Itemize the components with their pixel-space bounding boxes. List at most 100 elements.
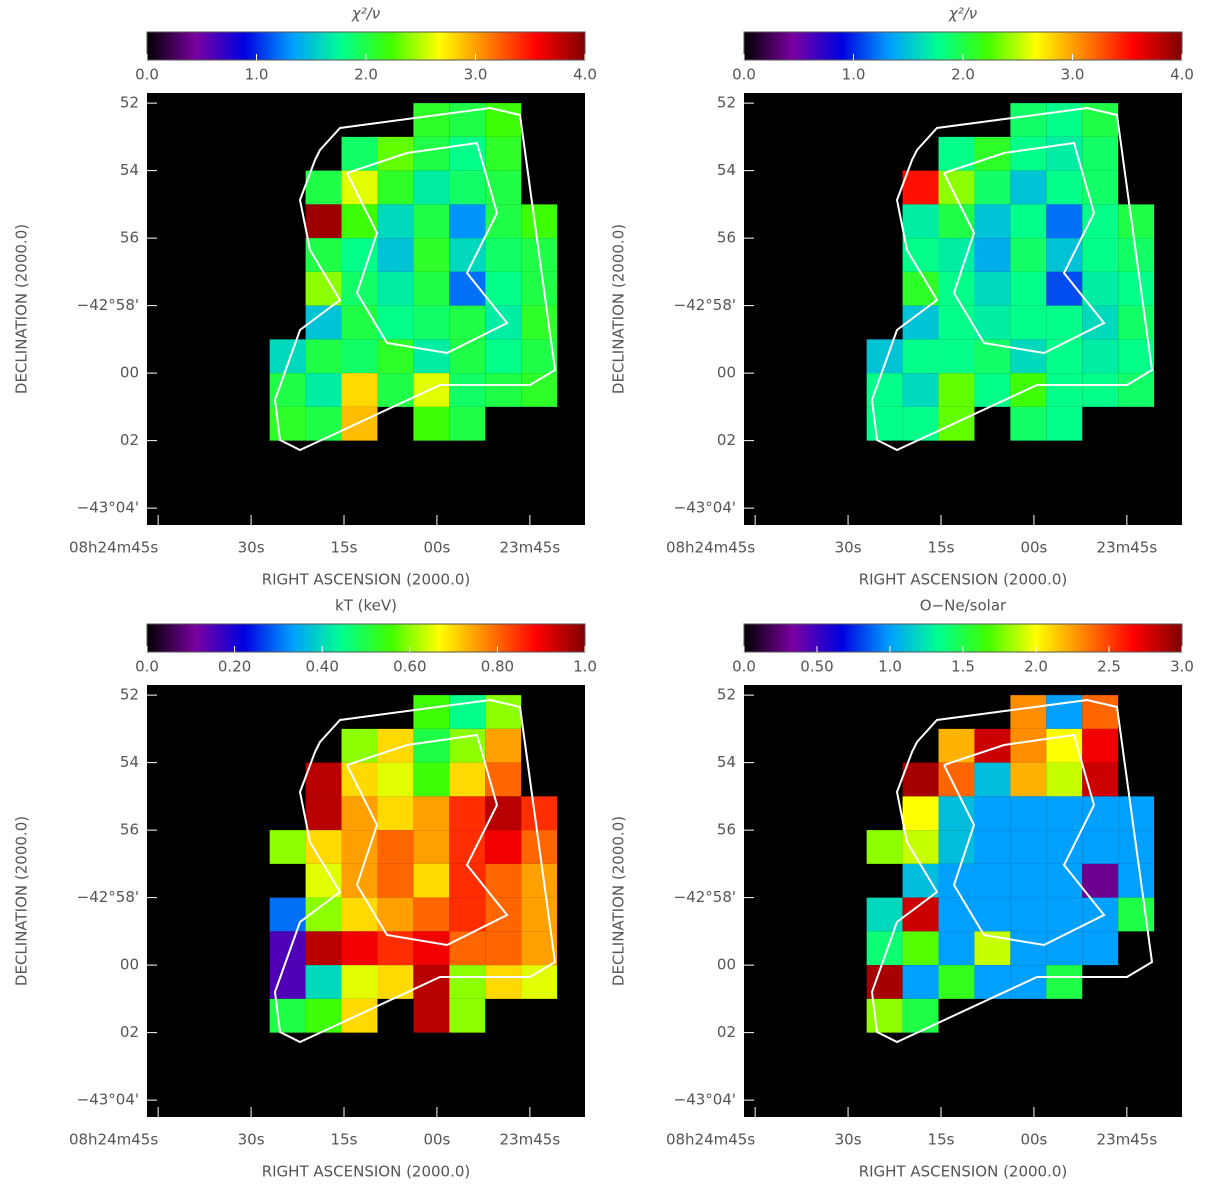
- y-tick-label: 52: [717, 686, 736, 704]
- y-tick-label: 52: [120, 94, 139, 112]
- map-cell: [866, 897, 903, 932]
- map-cell: [1010, 339, 1047, 374]
- map-cell: [1046, 204, 1083, 239]
- map-cell: [1082, 204, 1119, 239]
- map-cell: [341, 271, 378, 306]
- map-cell: [521, 271, 558, 306]
- map-cell: [269, 931, 306, 966]
- map-cell: [902, 238, 939, 272]
- map-cell: [485, 305, 522, 340]
- panel: kT (keV) 0.0 0.20 0.40 0.60 0.80 1.0 52 54 56 −42°…: [13, 597, 597, 1181]
- colorbar-tick-label: 2.0: [1024, 658, 1048, 676]
- map-cell: [305, 170, 342, 205]
- map-cell: [1082, 238, 1119, 272]
- colorbar-tick-label: 4.0: [573, 66, 597, 84]
- x-axis-label: RIGHT ASCENSION (2000.0): [859, 571, 1068, 589]
- y-axis-label: DECLINATION (2000.0): [13, 224, 31, 394]
- map-cell: [449, 830, 486, 864]
- map-cell: [1082, 339, 1119, 374]
- colorbar-tick-label: 2.0: [951, 66, 975, 84]
- map-cell: [377, 271, 414, 306]
- contour: [943, 141, 1106, 355]
- map-cell: [938, 271, 975, 306]
- y-tick-label: 54: [717, 161, 736, 179]
- map-cell: [341, 931, 378, 966]
- y-tick-label: 56: [717, 821, 736, 839]
- x-axis-label: RIGHT ASCENSION (2000.0): [859, 1163, 1068, 1181]
- x-tick-label: 15s: [928, 1131, 955, 1149]
- map-cell: [269, 830, 306, 864]
- map-cell: [1010, 931, 1047, 966]
- map-cell: [1082, 728, 1119, 763]
- colorbar-title: χ²/ν: [948, 5, 977, 23]
- colorbar: [146, 623, 586, 653]
- y-tick-label: 02: [717, 1023, 736, 1041]
- map-cell: [866, 931, 903, 966]
- map-cell: [521, 796, 558, 831]
- map-cell: [1010, 728, 1047, 763]
- map-cell: [974, 373, 1011, 407]
- map-cell: [485, 931, 522, 966]
- map-cell: [305, 863, 342, 898]
- colorbar-tick-label: 3.0: [1061, 66, 1085, 84]
- map-cell: [974, 897, 1011, 932]
- map-cell: [449, 339, 486, 374]
- map-cell: [341, 305, 378, 340]
- map-cell: [938, 897, 975, 932]
- map-cell: [902, 863, 939, 898]
- map-cell: [1046, 897, 1083, 932]
- map-cell: [341, 406, 378, 441]
- map-cell: [305, 204, 342, 239]
- map-cell: [902, 830, 939, 864]
- map-cell: [1010, 238, 1047, 272]
- map-cell: [1046, 238, 1083, 272]
- map-cell: [974, 305, 1011, 340]
- map-cell: [377, 796, 414, 831]
- x-tick-label: 15s: [331, 539, 358, 557]
- y-tick-label: −42°58': [77, 296, 139, 314]
- map-cell: [449, 762, 486, 797]
- map-cell: [974, 271, 1011, 306]
- map-cell: [449, 170, 486, 205]
- map-cell: [866, 339, 903, 374]
- y-axis-label: DECLINATION (2000.0): [13, 816, 31, 986]
- y-tick-label: 00: [717, 956, 736, 974]
- colorbar-tick-label: 0.20: [218, 658, 251, 676]
- map-cell: [413, 339, 450, 374]
- colorbar-tick-label: 0.80: [481, 658, 514, 676]
- map-cell: [413, 728, 450, 763]
- colorbar-tick-label: 1.0: [573, 658, 597, 676]
- map-cell: [305, 373, 342, 407]
- map-cell: [341, 998, 378, 1033]
- x-tick-label: 00s: [423, 539, 450, 557]
- map-cell: [341, 238, 378, 272]
- x-tick-label: 23m45s: [500, 539, 561, 557]
- x-tick-label: 30s: [238, 1131, 265, 1149]
- map-cell: [1046, 373, 1083, 407]
- map-cell: [449, 965, 486, 999]
- map-cell: [377, 863, 414, 898]
- map-cell: [485, 863, 522, 898]
- map-cell: [902, 931, 939, 966]
- y-tick-label: 56: [120, 229, 139, 247]
- map-cell: [413, 238, 450, 272]
- map-cell: [1046, 965, 1083, 999]
- map-cell: [1046, 170, 1083, 205]
- map-cell: [485, 830, 522, 864]
- map-cell: [1082, 762, 1119, 797]
- map-cell: [902, 271, 939, 306]
- x-tick-label: 08h24m45s: [69, 539, 158, 557]
- x-tick-label: 30s: [835, 1131, 862, 1149]
- y-tick-label: 00: [120, 364, 139, 382]
- map-cell: [974, 863, 1011, 898]
- colorbar-title: kT (keV): [335, 597, 397, 615]
- map-cell: [938, 305, 975, 340]
- map-cell: [902, 762, 939, 797]
- map-cell: [449, 373, 486, 407]
- map-cell: [449, 406, 486, 441]
- map-cell: [1082, 305, 1119, 340]
- map-cell: [449, 931, 486, 966]
- map-cell: [341, 339, 378, 374]
- y-tick-label: −43°04': [674, 499, 736, 517]
